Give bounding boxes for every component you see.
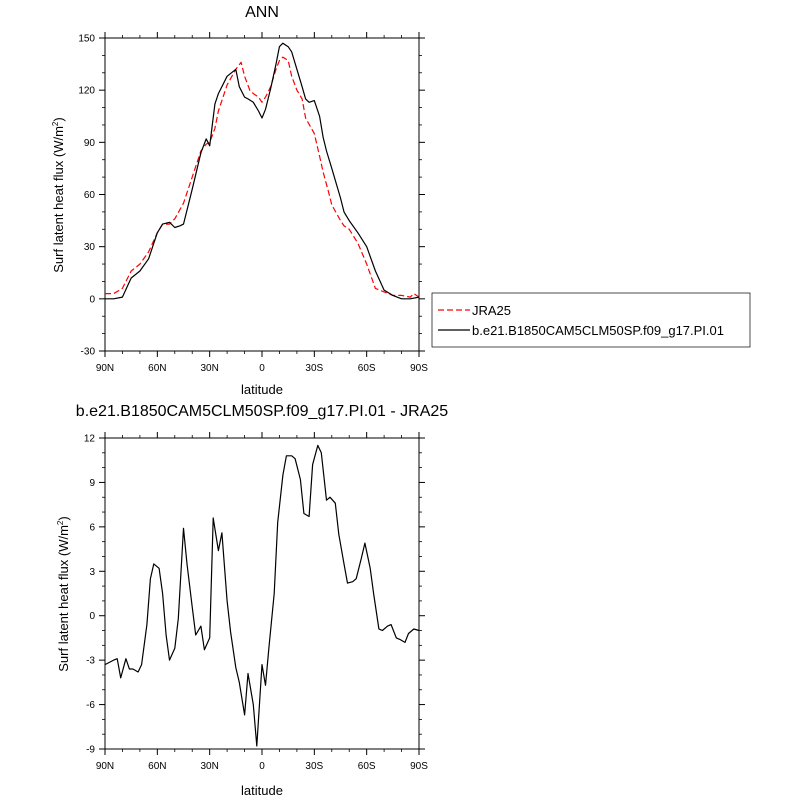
top-x-tick-label: 30S xyxy=(305,363,323,374)
bottom-y-tick-label: 3 xyxy=(89,567,95,578)
bottom-y-tick-label: -6 xyxy=(86,700,95,711)
bottom-y-tick-label: 0 xyxy=(89,611,95,622)
top-x-tick-label: 60S xyxy=(358,363,376,374)
bottom-x-tick-label: 60N xyxy=(148,761,166,772)
top-y-tick-label: -30 xyxy=(81,347,96,358)
top-x-tick-label: 0 xyxy=(259,363,265,374)
top-y-tick-label: 0 xyxy=(89,294,95,305)
top-x-tick-label: 30N xyxy=(200,363,218,374)
bottom-x-tick-label: 30S xyxy=(305,761,323,772)
top-y-tick-label: 60 xyxy=(84,190,96,201)
top-panel: ANN -30 0 30 60 90 120 150 90N 60N 30N 0 30S 60S 90S… xyxy=(51,4,428,397)
legend: JRA25 b.e21.B1850CAM5CLM50SP.f09_g17.PI.… xyxy=(431,292,751,348)
bottom-panel: b.e21.B1850CAM5CLM50SP.f09_g17.PI.01 - J… xyxy=(56,403,448,798)
top-chart-title: ANN xyxy=(245,4,279,21)
top-y-tick-label: 30 xyxy=(84,242,96,253)
top-y-tick-label: 120 xyxy=(78,86,95,97)
legend-box xyxy=(431,292,751,348)
bottom-x-tick-label: 90S xyxy=(410,761,428,772)
bottom-x-tick-label: 30N xyxy=(200,761,218,772)
top-y-axis-label: Surf latent heat flux (W/m2) xyxy=(51,117,66,272)
bottom-y-tick-label: 9 xyxy=(89,478,95,489)
bottom-chart-title: b.e21.B1850CAM5CLM50SP.f09_g17.PI.01 - J… xyxy=(76,403,448,420)
bottom-tick-marks xyxy=(99,432,425,755)
top-tick-marks xyxy=(99,32,425,357)
top-series-line-model xyxy=(105,42,420,300)
legend-label-jra25: JRA25 xyxy=(472,303,511,318)
top-x-tick-label: 90S xyxy=(410,363,428,374)
bottom-y-tick-label: 12 xyxy=(84,434,96,445)
top-plot-frame xyxy=(104,37,420,352)
top-series-line-jra25 xyxy=(105,56,420,298)
bottom-x-tick-label: 0 xyxy=(259,761,265,772)
top-y-tick-labels: -30 0 30 60 90 120 150 xyxy=(78,34,95,358)
top-x-tick-label: 60N xyxy=(148,363,166,374)
bottom-y-tick-labels: -9 -6 -3 0 3 6 9 12 xyxy=(84,434,96,756)
top-x-tick-labels: 90N 60N 30N 0 30S 60S 90S xyxy=(96,363,428,374)
bottom-x-tick-labels: 90N 60N 30N 0 30S 60S 90S xyxy=(96,761,428,772)
bottom-series-lines xyxy=(104,444,420,747)
bottom-y-tick-label: 6 xyxy=(89,522,95,533)
bottom-y-tick-label: -9 xyxy=(86,745,95,756)
top-series-lines xyxy=(105,42,420,300)
top-x-tick-label: 90N xyxy=(96,363,114,374)
legend-label-model: b.e21.B1850CAM5CLM50SP.f09_g17.PI.01 xyxy=(472,323,724,338)
bottom-y-tick-label: -3 xyxy=(86,656,95,667)
bottom-x-tick-label: 60S xyxy=(358,761,376,772)
bottom-plot-frame xyxy=(104,437,420,750)
top-y-tick-label: 90 xyxy=(84,138,96,149)
bottom-y-axis-label: Surf latent heat flux (W/m2) xyxy=(56,516,71,671)
bottom-series-line-model xyxy=(104,444,420,747)
bottom-x-tick-label: 90N xyxy=(96,761,114,772)
top-x-axis-label: latitude xyxy=(241,382,283,397)
bottom-x-axis-label: latitude xyxy=(241,783,283,798)
top-y-tick-label: 150 xyxy=(78,34,95,45)
